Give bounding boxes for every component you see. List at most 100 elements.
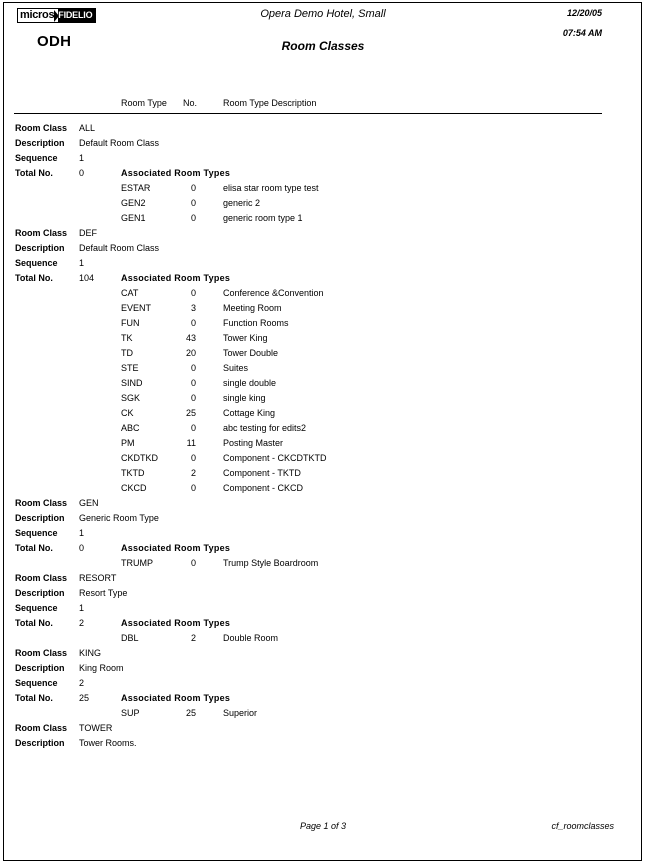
field-value-description: Tower Rooms.	[79, 738, 137, 748]
room-type-description: Component - TKTD	[223, 468, 301, 478]
room-type-row: TK 43 Tower King	[0, 333, 646, 348]
room-type-description: Tower Double	[223, 348, 279, 358]
room-type-description: elisa star room type test	[223, 183, 319, 193]
associated-room-types-heading: Associated Room Types	[121, 693, 231, 703]
field-label-room-class: Room Class	[15, 723, 68, 733]
room-type-code: TK	[121, 333, 133, 343]
room-type-count: 0	[190, 393, 196, 403]
field-label-total-no: Total No.	[15, 618, 53, 628]
footer-report-id: cf_roomclasses	[551, 821, 614, 831]
room-type-description: abc testing for edits2	[223, 423, 307, 433]
field-row-total-no: Total No. 25 Associated Room Types	[0, 693, 646, 708]
room-type-row: PM 11 Posting Master	[0, 438, 646, 453]
room-type-description: Double Room	[223, 633, 279, 643]
room-type-count: 20	[185, 348, 196, 358]
room-type-row: TKTD 2 Component - TKTD	[0, 468, 646, 483]
field-label-room-class: Room Class	[15, 123, 68, 133]
field-label-sequence: Sequence	[15, 258, 58, 268]
room-type-row: SUP 25 Superior	[0, 708, 646, 723]
room-type-row: ESTAR 0 elisa star room type test	[0, 183, 646, 198]
room-type-code: CKCD	[121, 483, 147, 493]
field-row-room-class: Room Class GEN	[0, 498, 646, 513]
report-body: Room Class ALL Description Default Room Cla…	[0, 123, 646, 753]
associated-room-types-heading: Associated Room Types	[121, 273, 231, 283]
logo-arrow-icon	[54, 9, 60, 22]
report-time: 07:54 AM	[562, 28, 602, 38]
field-row-room-class: Room Class ALL	[0, 123, 646, 138]
room-type-code: SUP	[121, 708, 140, 718]
room-type-count: 0	[190, 378, 196, 388]
room-type-code: EVENT	[121, 303, 152, 313]
field-value-room-class: GEN	[79, 498, 99, 508]
associated-room-types-heading: Associated Room Types	[121, 543, 231, 553]
column-header-room-type-description: Room Type Description	[223, 98, 317, 108]
field-label-room-class: Room Class	[15, 498, 68, 508]
room-type-row: EVENT 3 Meeting Room	[0, 303, 646, 318]
room-type-description: generic room type 1	[223, 213, 303, 223]
field-row-total-no: Total No. 2 Associated Room Types	[0, 618, 646, 633]
field-row-room-class: Room Class RESORT	[0, 573, 646, 588]
room-type-count: 0	[190, 558, 196, 568]
field-label-room-class: Room Class	[15, 228, 68, 238]
room-type-row: FUN 0 Function Rooms	[0, 318, 646, 333]
room-type-row: CAT 0 Conference &Convention	[0, 288, 646, 303]
room-type-code: DBL	[121, 633, 139, 643]
property-code: ODH	[37, 33, 72, 50]
field-label-description: Description	[15, 513, 65, 523]
field-value-room-class: DEF	[79, 228, 97, 238]
field-row-total-no: Total No. 0 Associated Room Types	[0, 168, 646, 183]
room-type-count: 25	[185, 408, 196, 418]
room-type-code: PM	[121, 438, 135, 448]
room-type-count: 0	[190, 483, 196, 493]
room-type-count: 2	[190, 468, 196, 478]
room-type-row: GEN2 0 generic 2	[0, 198, 646, 213]
field-row-sequence: Sequence 1	[0, 603, 646, 618]
field-row-total-no: Total No. 104 Associated Room Types	[0, 273, 646, 288]
room-type-count: 0	[190, 363, 196, 373]
field-row-total-no: Total No. 0 Associated Room Types	[0, 543, 646, 558]
field-value-total-no: 25	[79, 693, 90, 703]
logo-micros-text: micros	[18, 9, 56, 22]
field-row-description: Description Resort Type	[0, 588, 646, 603]
room-type-row: SGK 0 single king	[0, 393, 646, 408]
field-value-total-no: 0	[79, 543, 85, 553]
field-value-description: Default Room Class	[79, 243, 160, 253]
field-value-total-no: 2	[79, 618, 85, 628]
room-class-block: Room Class DEF Description Default Room Cla…	[0, 228, 646, 498]
field-label-total-no: Total No.	[15, 543, 53, 553]
field-label-total-no: Total No.	[15, 168, 53, 178]
field-label-description: Description	[15, 243, 65, 253]
field-row-description: Description Generic Room Type	[0, 513, 646, 528]
field-row-sequence: Sequence 1	[0, 528, 646, 543]
room-type-code: GEN1	[121, 213, 146, 223]
field-label-total-no: Total No.	[15, 273, 53, 283]
micros-fidelio-logo: micros FIDELIO	[17, 8, 97, 23]
logo-fidelio-text: FIDELIO	[58, 9, 96, 22]
room-type-code: CAT	[121, 288, 139, 298]
field-label-description: Description	[15, 588, 65, 598]
field-row-room-class: Room Class TOWER	[0, 723, 646, 738]
room-type-count: 2	[190, 633, 196, 643]
room-type-description: Suites	[223, 363, 249, 373]
room-type-description: Cottage King	[223, 408, 276, 418]
field-label-room-class: Room Class	[15, 648, 68, 658]
hotel-name: Opera Demo Hotel, Small	[260, 8, 386, 20]
field-value-sequence: 1	[79, 528, 85, 538]
field-value-room-class: ALL	[79, 123, 96, 133]
room-type-description: single double	[223, 378, 277, 388]
field-value-total-no: 104	[79, 273, 95, 283]
room-type-description: Trump Style Boardroom	[223, 558, 319, 568]
header-divider	[14, 113, 602, 114]
room-type-count: 3	[190, 303, 196, 313]
room-type-count: 0	[190, 423, 196, 433]
field-value-room-class: RESORT	[79, 573, 117, 583]
room-type-description: Meeting Room	[223, 303, 282, 313]
room-type-row: TRUMP 0 Trump Style Boardroom	[0, 558, 646, 573]
room-type-code: TKTD	[121, 468, 145, 478]
room-type-code: SGK	[121, 393, 141, 403]
room-type-description: single king	[223, 393, 266, 403]
report-date: 12/20/05	[566, 8, 602, 18]
field-label-sequence: Sequence	[15, 528, 58, 538]
field-value-room-class: TOWER	[79, 723, 113, 733]
